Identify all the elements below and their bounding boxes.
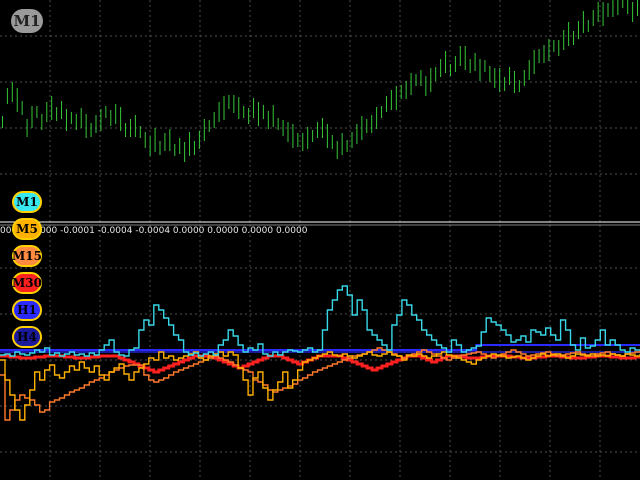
indicator-panel (0, 285, 640, 421)
legend-badge-m1[interactable]: M1 (12, 191, 42, 213)
legend-badge-m5[interactable]: M5 (12, 218, 42, 240)
timeframe-badge-m1[interactable]: M1 (11, 9, 43, 33)
series-line-m1 (0, 285, 640, 357)
series-line-m5 (0, 351, 640, 421)
legend-badge-h1[interactable]: H1 (12, 299, 42, 321)
series-line-m15 (0, 347, 640, 421)
indicator-value-readout: 0000 0.0000 -0.0001 -0.0004 -0.0004 0.00… (0, 226, 308, 236)
legend-badge-m30[interactable]: M30 (12, 272, 42, 294)
legend-badge-h4[interactable]: H4 (12, 326, 42, 348)
legend-badge-m15[interactable]: M15 (12, 245, 42, 267)
price-panel (1, 0, 639, 162)
